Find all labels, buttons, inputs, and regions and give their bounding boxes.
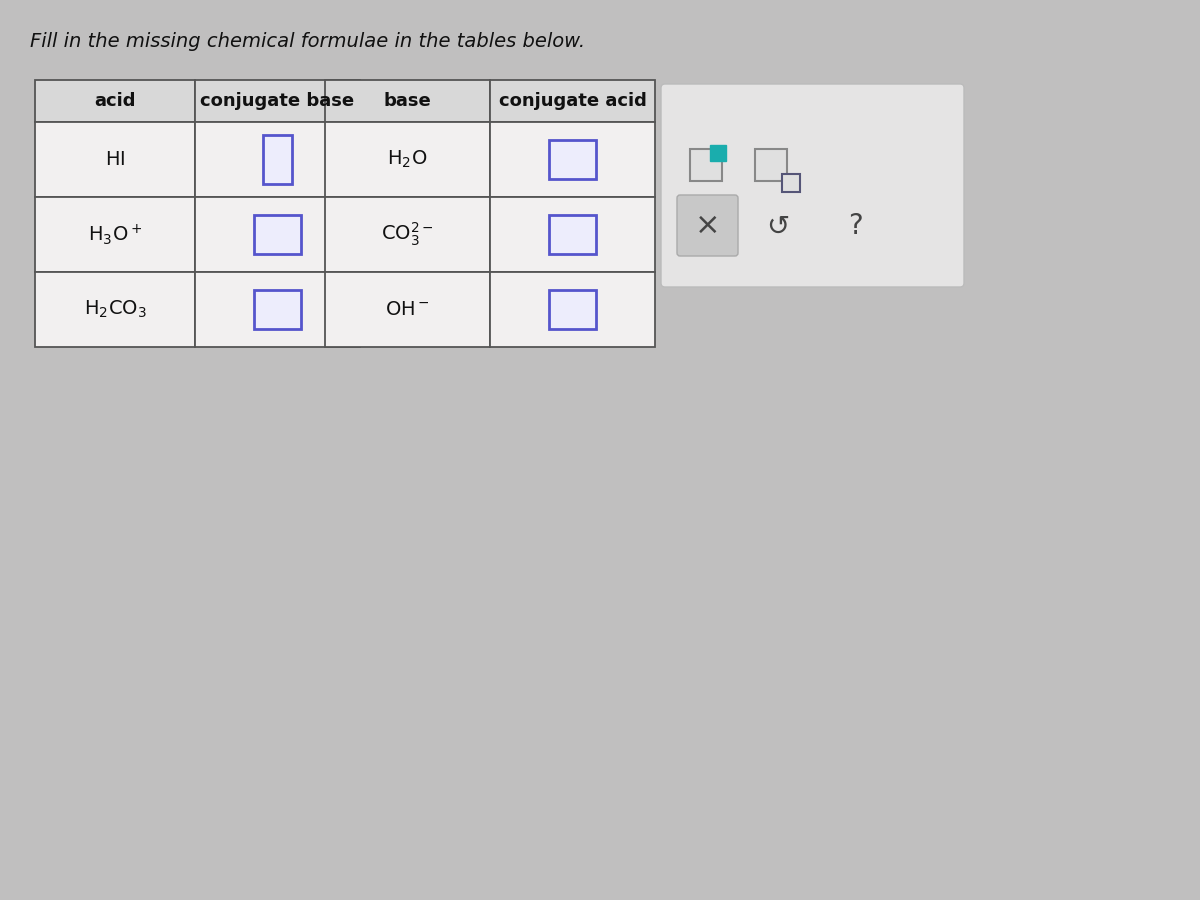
- Bar: [325, 122, 490, 197]
- Bar: [35, 272, 194, 347]
- Text: $\mathrm{H_2CO_3}$: $\mathrm{H_2CO_3}$: [84, 299, 146, 320]
- Text: ×: ×: [695, 211, 720, 240]
- Text: $\circlearrowleft$: $\circlearrowleft$: [761, 212, 790, 239]
- Bar: [194, 197, 360, 272]
- Bar: [254, 290, 301, 329]
- Bar: [550, 140, 595, 179]
- Text: conjugate acid: conjugate acid: [498, 92, 647, 110]
- Bar: [194, 122, 360, 197]
- Text: Fill in the missing chemical formulae in the tables below.: Fill in the missing chemical formulae in…: [30, 32, 586, 51]
- Bar: [490, 197, 655, 272]
- Bar: [490, 122, 655, 197]
- Bar: [325, 272, 490, 347]
- Text: acid: acid: [95, 92, 136, 110]
- Text: $\mathrm{CO_3^{2-}}$: $\mathrm{CO_3^{2-}}$: [382, 220, 433, 248]
- FancyBboxPatch shape: [661, 84, 964, 287]
- Bar: [254, 215, 301, 254]
- FancyBboxPatch shape: [677, 195, 738, 256]
- Bar: [490, 80, 655, 122]
- Bar: [194, 272, 360, 347]
- Bar: [550, 290, 595, 329]
- Bar: [194, 80, 360, 122]
- Bar: [755, 149, 787, 181]
- Text: base: base: [384, 92, 431, 110]
- Bar: [550, 215, 595, 254]
- Text: ?: ?: [847, 212, 863, 239]
- Text: $\mathrm{H_2O}$: $\mathrm{H_2O}$: [388, 148, 427, 170]
- Bar: [35, 197, 194, 272]
- Bar: [710, 145, 726, 161]
- Bar: [690, 149, 722, 181]
- Bar: [325, 197, 490, 272]
- Bar: [782, 174, 800, 192]
- Bar: [263, 135, 293, 184]
- Bar: [35, 122, 194, 197]
- Text: conjugate base: conjugate base: [200, 92, 354, 110]
- Text: $\mathrm{HI}$: $\mathrm{HI}$: [104, 150, 125, 169]
- Bar: [490, 272, 655, 347]
- Text: $\mathrm{H_3O^+}$: $\mathrm{H_3O^+}$: [88, 222, 142, 247]
- Bar: [325, 80, 490, 122]
- Bar: [35, 80, 194, 122]
- Text: $\mathrm{OH^-}$: $\mathrm{OH^-}$: [385, 300, 430, 319]
